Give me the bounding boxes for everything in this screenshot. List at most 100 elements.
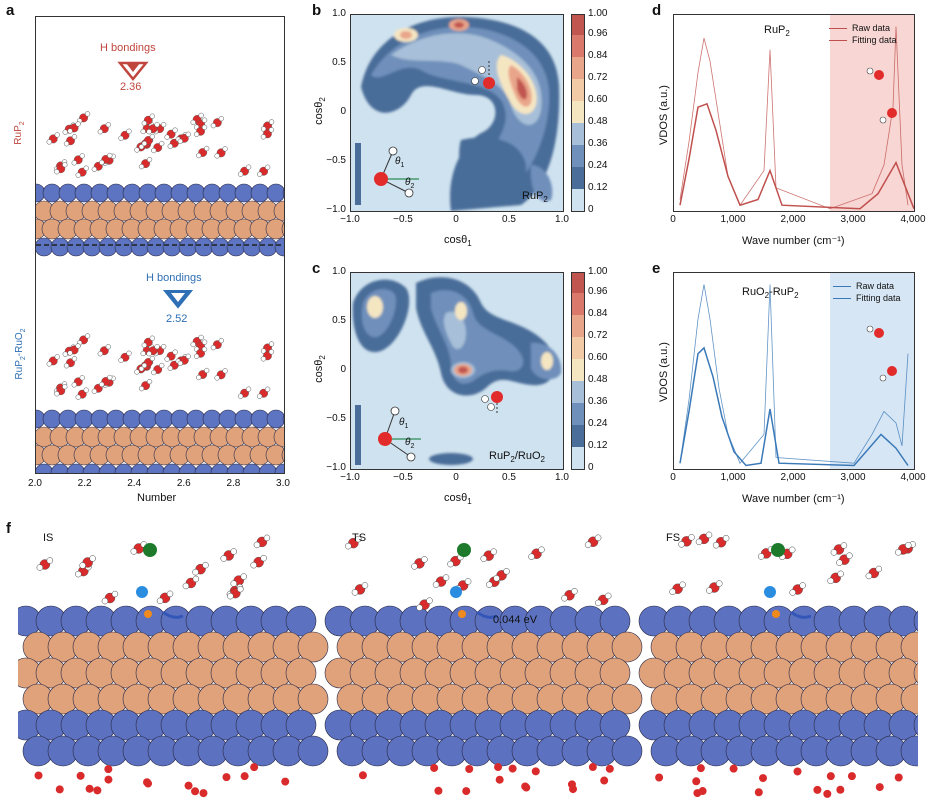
oxygen-atom — [589, 763, 597, 771]
xlabel-d: Wave number (cm⁻¹) — [742, 234, 845, 247]
colorbar-tick: 0.24 — [588, 418, 607, 429]
water-hydrogen — [800, 583, 806, 589]
bottom-material-text: RuP — [14, 360, 25, 379]
bottom-water-hydrogen — [204, 368, 209, 373]
x-tick: 3,000 — [837, 214, 869, 225]
water-hydrogen — [231, 548, 237, 554]
slab-atom — [889, 710, 918, 740]
bottom-water-hydrogen — [147, 379, 152, 384]
oxygen-atom — [104, 776, 112, 784]
colorbar-tick: 0.96 — [588, 286, 607, 297]
bottom-water-hydrogen — [219, 338, 224, 343]
water-hydrogen — [758, 553, 764, 559]
bottom-water-hydrogen — [141, 351, 146, 356]
top-water-hydrogen — [141, 129, 146, 134]
theta1-label-b: θ1 — [395, 156, 404, 169]
x-tick: 2,000 — [777, 472, 809, 483]
water-hydrogen — [723, 535, 729, 541]
orange-atom — [772, 610, 780, 618]
bottom-water-hydrogen — [76, 395, 81, 400]
contour-x-tick: −0.5 — [389, 472, 417, 483]
water-oxygen — [887, 108, 897, 118]
bottom-water-hydrogen — [265, 387, 270, 392]
top-water-hydrogen — [196, 153, 201, 158]
contour-x-tick: 1.0 — [548, 472, 576, 483]
water-hydrogen — [846, 553, 852, 559]
state-label-is: IS — [43, 532, 53, 544]
slab-atom — [298, 736, 328, 766]
bottom-water-hydrogen — [269, 349, 274, 354]
water-hydrogen — [494, 575, 500, 581]
slab-atom — [286, 658, 316, 688]
material-label-d: RuP2 — [764, 24, 790, 38]
legend-fit-text-d: Fitting data — [852, 35, 897, 45]
colorbar-tick: 0 — [588, 462, 594, 473]
contour-x-tick: 0 — [442, 472, 470, 483]
oxygen-atom — [77, 772, 85, 780]
theta1-label-c: θ1 — [399, 417, 408, 430]
water-hydrogen — [706, 532, 712, 538]
top-water-hydrogen — [202, 125, 207, 130]
bottom-slab-atom — [59, 410, 77, 428]
bottom-slab-atom — [211, 464, 229, 473]
top-slab-atom — [107, 184, 125, 202]
top-water-hydrogen — [269, 120, 274, 125]
bottom-hbond-value: 2.52 — [166, 313, 187, 325]
bottom-water-hydrogen — [246, 387, 251, 392]
xlabel-sub-c: 1 — [467, 497, 471, 506]
oxygen-atom — [836, 786, 844, 794]
water-hydrogen — [696, 539, 702, 545]
bottom-water-hydrogen — [159, 363, 164, 368]
contour-y-tick: −1.0 — [318, 462, 346, 473]
top-slab-atom — [266, 219, 284, 239]
bottom-slab-atom — [131, 464, 149, 473]
contour-plot-c — [350, 272, 564, 470]
top-water-hydrogen — [127, 129, 132, 134]
oxygen-atom — [794, 767, 802, 775]
theta1-sub-c: 1 — [404, 423, 408, 430]
oxygen-atom — [281, 778, 289, 786]
top-hbond-value: 2.36 — [120, 81, 141, 93]
top-water-hydrogen — [151, 148, 156, 153]
surface-bar-b — [355, 143, 361, 205]
top-slab-atom — [59, 184, 77, 202]
colorbar-tick: 0.60 — [588, 94, 607, 105]
oxygen-atom — [462, 787, 470, 795]
material-sub-d: 2 — [785, 29, 789, 38]
barrier-label: 0.044 eV — [493, 614, 537, 626]
top-water-hydrogen — [92, 167, 97, 172]
contour-x-tick: 0 — [442, 214, 470, 225]
contour-x-tick: 0.5 — [495, 214, 523, 225]
top-water-hydrogen — [215, 153, 220, 158]
panel-f-structures — [18, 516, 918, 802]
oxygen-atom — [600, 777, 608, 785]
material-label-b: RuP2 — [522, 190, 548, 204]
top-water-hydrogen — [47, 140, 52, 145]
h-overlay-2-c — [488, 404, 495, 411]
bottom-material-mid: -RuO — [14, 332, 25, 356]
oxygen-atom — [823, 790, 831, 798]
bottom-water-hydrogen — [54, 391, 59, 396]
x-tick: 1,000 — [717, 472, 749, 483]
water-hydrogen — [838, 571, 844, 577]
contour-y-tick: −1.0 — [318, 204, 346, 215]
xlabel-b: cosθ1 — [444, 234, 472, 248]
bottom-water-hydrogen — [142, 363, 147, 368]
oxygen-atom — [521, 782, 529, 790]
x-tick: 1,000 — [717, 214, 749, 225]
top-water-hydrogen — [204, 146, 209, 151]
bottom-water-hydrogen — [80, 375, 85, 380]
xlabel-text-c: cosθ — [444, 492, 467, 504]
top-water-hydrogen — [155, 122, 160, 127]
panel-a-xlabel: Number — [137, 492, 176, 504]
water-hydrogen — [905, 542, 911, 548]
water-hydrogen — [112, 591, 118, 597]
bottom-slab-atom — [259, 464, 277, 473]
water-hydrogen — [237, 586, 243, 592]
top-water-hydrogen — [142, 121, 147, 126]
bottom-slab-atom — [75, 410, 93, 428]
oxygen-atom — [759, 774, 767, 782]
top-slab-atom — [67, 238, 85, 256]
bottom-water-hydrogen — [76, 344, 81, 349]
oxygen-atom-c — [378, 432, 392, 446]
